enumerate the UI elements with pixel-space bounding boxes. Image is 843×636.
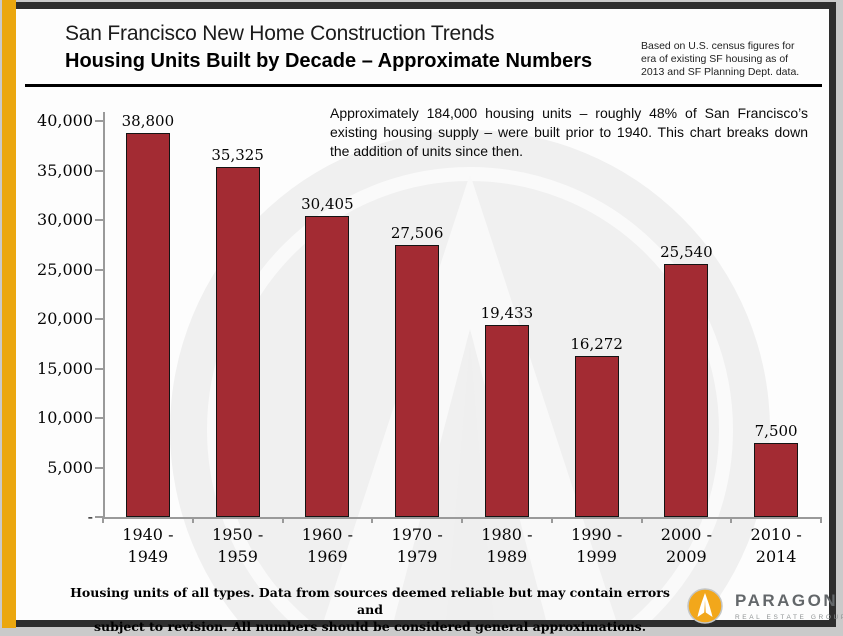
paragon-logo: PARAGON REAL ESTATE GROUP (687, 588, 843, 626)
slide-background (16, 9, 829, 620)
page-subtitle: Housing Units Built by Decade – Approxim… (65, 50, 593, 72)
frame-top-border (16, 2, 836, 9)
logo-tagline: REAL ESTATE GROUP (735, 614, 843, 621)
paragon-logo-icon (687, 588, 723, 624)
frame-bottom-border (16, 620, 836, 627)
source-note-line: era of existing SF housing as of (641, 53, 789, 65)
footer-disclaimer: Housing units of all types. Data from so… (70, 584, 670, 635)
source-note-line: Based on U.S. census figures for (641, 40, 795, 52)
source-note-line: 2013 and SF Planning Dept. data. (641, 66, 800, 78)
logo-name: PARAGON (735, 591, 839, 610)
page-title: San Francisco New Home Construction Tren… (65, 22, 495, 45)
paragon-watermark-logo (170, 130, 770, 620)
gold-accent-stripe (2, 0, 16, 628)
header-divider-rule (25, 84, 822, 87)
frame-right-border (829, 2, 836, 627)
source-note: Based on U.S. census figures for era of … (641, 40, 826, 79)
footer-disclaimer-line: subject to revision. All numbers should … (93, 619, 647, 634)
chart-annotation: Approximately 184,000 housing units – ro… (330, 105, 808, 159)
footer-disclaimer-line: Housing units of all types. Data from so… (70, 585, 670, 617)
